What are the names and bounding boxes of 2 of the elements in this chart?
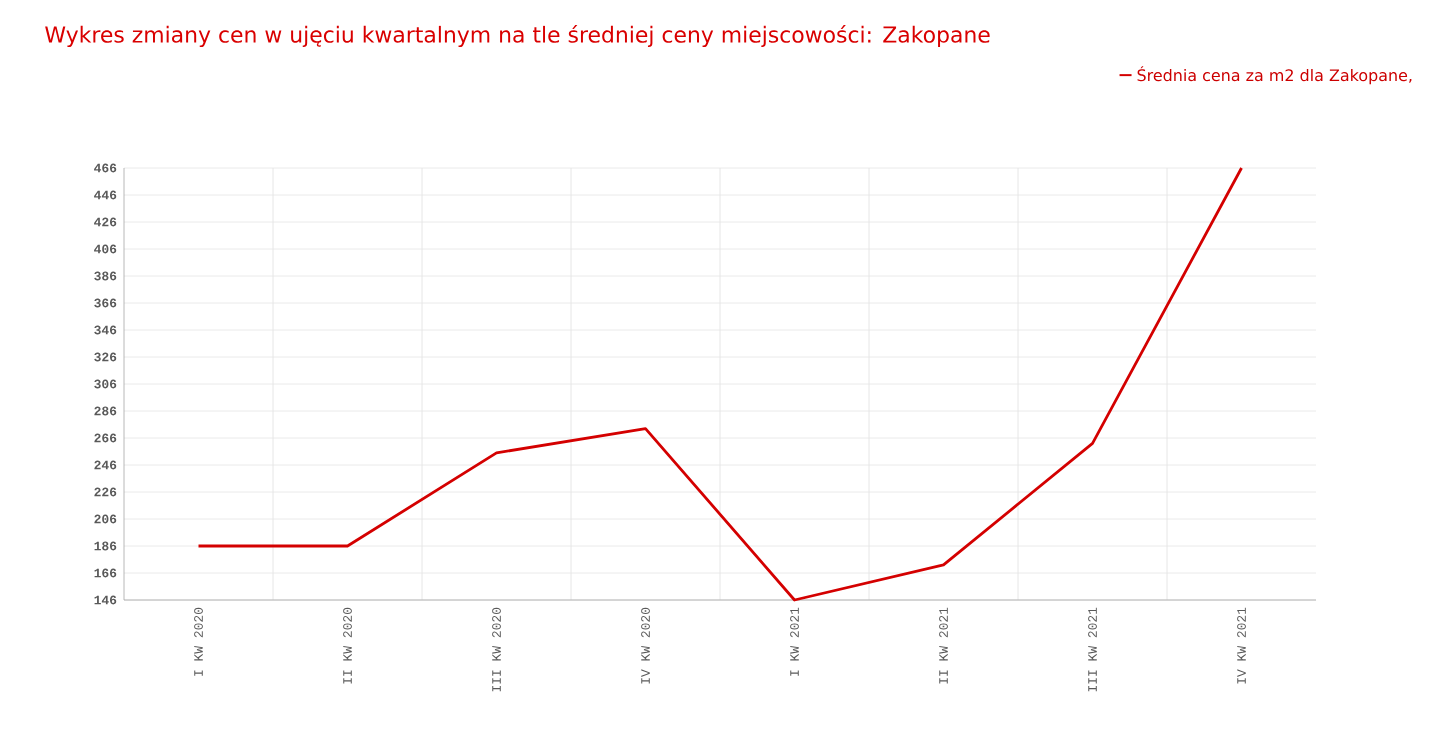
line-series <box>197 166 1243 602</box>
chart-title: Wykres zmiany cen w ujęciu kwartalnym na tle średniej ceny miejscowości: Zakopane <box>45 24 990 48</box>
